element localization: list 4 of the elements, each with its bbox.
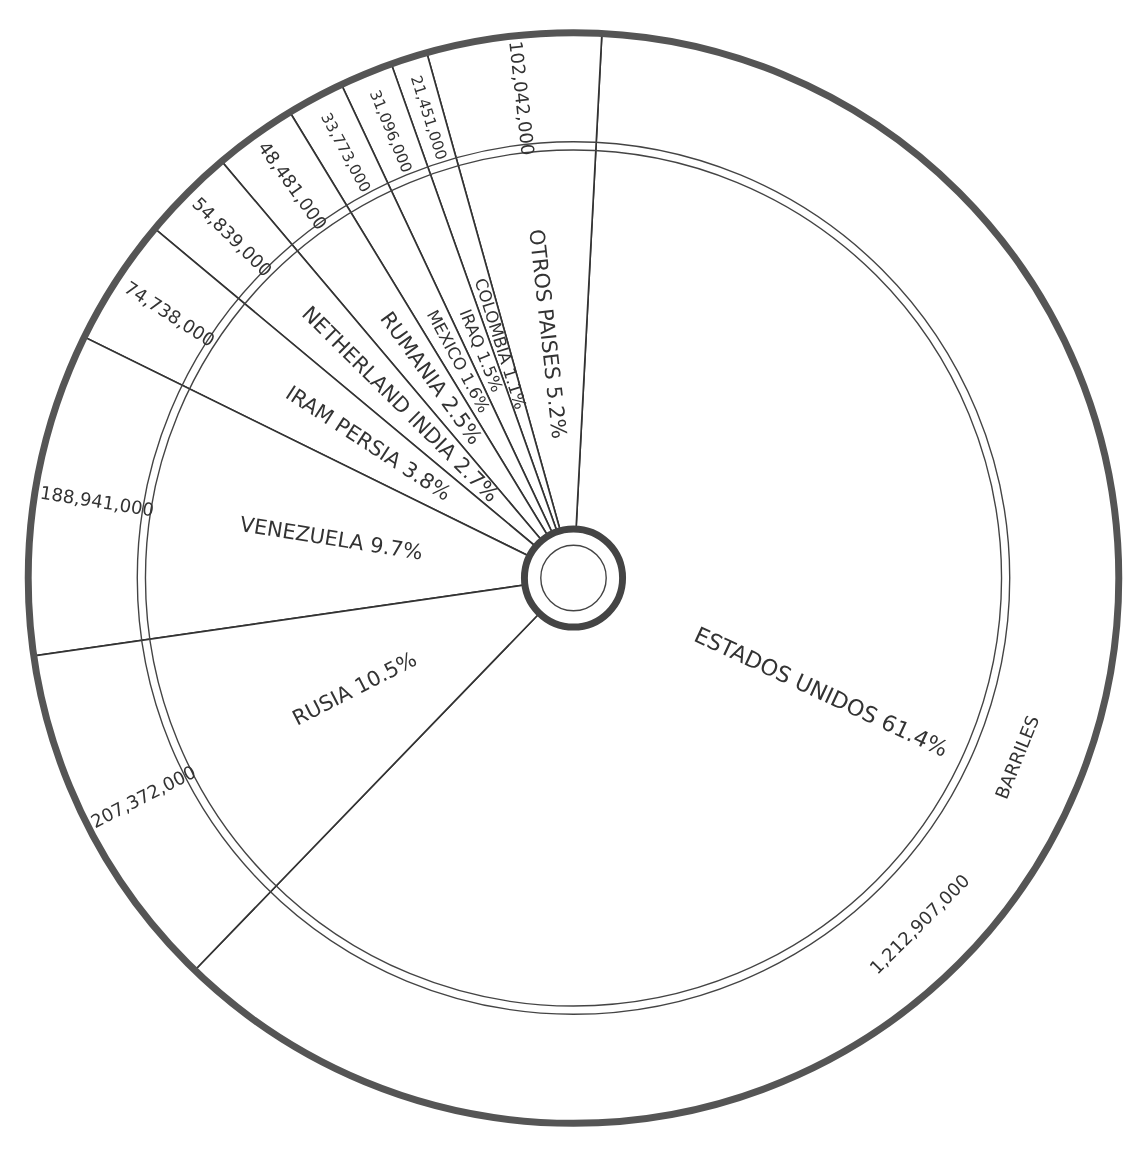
data-label: 188,941,000 (40, 485, 154, 519)
slice-label: VENEZUELA 9.7% (239, 515, 423, 560)
slice-label: OTROS PAISES 5.2% (529, 229, 568, 439)
data-label: 102,042,000 (507, 42, 535, 156)
